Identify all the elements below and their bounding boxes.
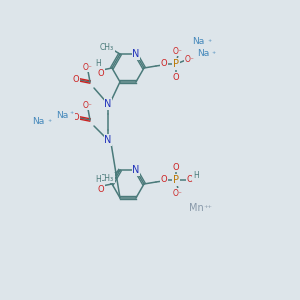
Text: Mn: Mn — [189, 203, 203, 213]
Text: O: O — [187, 175, 193, 184]
Text: O: O — [173, 163, 179, 172]
Text: H: H — [95, 58, 101, 68]
Text: O: O — [98, 68, 104, 77]
Text: O⁻: O⁻ — [173, 46, 183, 56]
Text: N: N — [132, 49, 140, 59]
Text: O⁻: O⁻ — [83, 62, 93, 71]
Text: Na: Na — [56, 110, 68, 119]
Text: O⁻: O⁻ — [185, 55, 195, 64]
Text: N: N — [132, 165, 140, 175]
Text: CH₃: CH₃ — [100, 43, 114, 52]
Text: O: O — [161, 59, 167, 68]
Text: O: O — [173, 73, 179, 82]
Text: ⁺: ⁺ — [207, 38, 211, 46]
Text: ⁺: ⁺ — [70, 110, 74, 119]
Text: H: H — [95, 175, 101, 184]
Text: ⁺: ⁺ — [212, 50, 216, 58]
Text: O⁻: O⁻ — [83, 100, 93, 109]
Text: H: H — [193, 172, 199, 181]
Text: ⁺⁺: ⁺⁺ — [203, 203, 212, 212]
Text: N: N — [104, 135, 112, 145]
Text: P: P — [173, 59, 179, 69]
Text: P: P — [173, 175, 179, 185]
Text: O: O — [161, 176, 167, 184]
Text: N: N — [104, 99, 112, 109]
Text: O⁻: O⁻ — [173, 188, 183, 197]
Text: O: O — [98, 184, 104, 194]
Text: Na: Na — [32, 118, 44, 127]
Text: CH₃: CH₃ — [100, 174, 114, 183]
Text: ⁺: ⁺ — [48, 118, 52, 127]
Text: Na: Na — [192, 38, 204, 46]
Text: O: O — [73, 112, 79, 122]
Text: O: O — [73, 74, 79, 83]
Text: Na: Na — [197, 50, 209, 58]
